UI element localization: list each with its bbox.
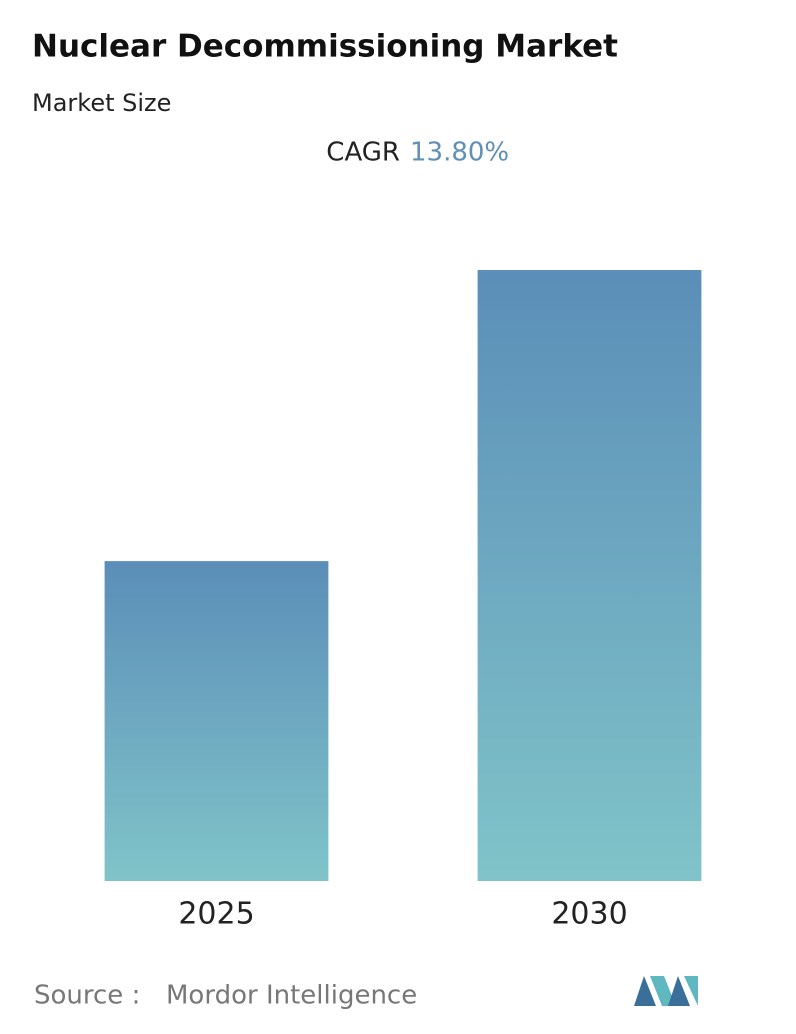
x-tick-label: 2025: [178, 897, 254, 932]
source: Mordor Intelligence: [166, 981, 417, 1011]
chart-title: Nuclear Decommissioning Market: [32, 29, 618, 65]
x-tick-label: 2030: [551, 897, 627, 932]
source-label: Source :: [34, 981, 140, 1011]
cagr-value: 13.80%: [410, 138, 509, 168]
bar: [104, 561, 329, 881]
logo: [634, 976, 698, 1006]
chart-subtitle: Market Size: [32, 89, 171, 117]
cagr-label: CAGR: [326, 138, 400, 168]
bar: [477, 270, 702, 881]
